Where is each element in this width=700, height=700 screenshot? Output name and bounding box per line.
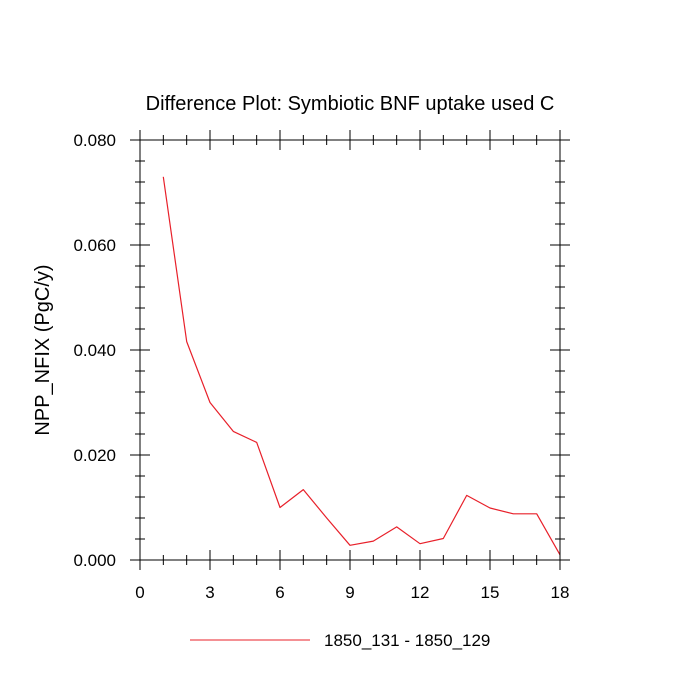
axis-ticks	[130, 130, 570, 570]
x-tick-label: 15	[481, 583, 500, 602]
axis-tick-labels: 0 3 6 9 12 15 18 0.000 0.020 0.040 0.060 0.080	[73, 131, 569, 602]
y-tick-label: 0.020	[73, 446, 116, 465]
y-tick-label: 0.080	[73, 131, 116, 150]
series-layer	[162, 176, 561, 556]
plot-frame	[139, 139, 561, 561]
x-tick-label: 12	[411, 583, 430, 602]
y-tick-label: 0.000	[73, 551, 116, 570]
x-tick-label: 0	[135, 583, 144, 602]
y-tick-label: 0.060	[73, 236, 116, 255]
y-axis-label: NPP_NFIX (PgC/y)	[32, 264, 54, 435]
chart-title: Difference Plot: Symbiotic BNF uptake us…	[146, 93, 555, 115]
x-tick-label: 9	[345, 583, 354, 602]
x-tick-label: 3	[205, 583, 214, 602]
y-tick-label: 0.040	[73, 341, 116, 360]
legend: 1850_131 - 1850_129	[190, 631, 490, 650]
series-line	[162, 176, 561, 556]
x-tick-label: 18	[551, 583, 570, 602]
x-tick-label: 6	[275, 583, 284, 602]
legend-label: 1850_131 - 1850_129	[324, 631, 490, 650]
